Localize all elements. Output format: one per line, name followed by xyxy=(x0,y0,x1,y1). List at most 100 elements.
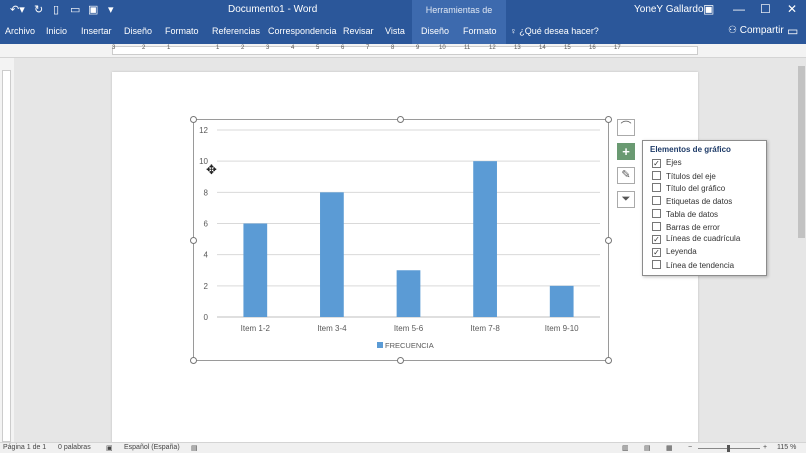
category-label: Item 9-10 xyxy=(545,324,579,333)
resize-handle[interactable] xyxy=(190,237,197,244)
checkbox-icon[interactable] xyxy=(652,259,661,269)
print-layout-icon[interactable]: ▤ xyxy=(644,445,651,452)
ruler-tick: 17 xyxy=(614,45,621,51)
chart-element-option[interactable]: Títulos del eje xyxy=(652,170,716,183)
customize-toolbar-icon[interactable]: ▾ xyxy=(108,4,114,16)
title-bar: ↶▾ ↻ ▯ ▭ ▣ ▾ Documento1 - Word Herramien… xyxy=(0,0,806,35)
resize-handle[interactable] xyxy=(190,357,197,364)
proofing-icon[interactable]: ▣ xyxy=(106,445,113,452)
layout-options-button[interactable]: ⌒ xyxy=(617,119,635,136)
chart-element-option[interactable]: ✓ Leyenda xyxy=(652,247,697,259)
chart-element-option[interactable]: Tabla de datos xyxy=(652,208,718,221)
redo-icon[interactable]: ↻ xyxy=(34,4,44,16)
tab-diseno[interactable]: Diseño xyxy=(124,26,153,36)
undo-icon[interactable]: ↶▾ xyxy=(10,4,25,16)
legend-swatch xyxy=(377,342,383,348)
scrollbar-thumb[interactable] xyxy=(798,66,805,238)
share-button[interactable]: ⚇ Compartir xyxy=(728,25,784,36)
minimize-button[interactable]: — xyxy=(733,2,745,16)
chart-styles-button[interactable]: ✎ xyxy=(617,167,635,184)
chart-element-option[interactable]: Etiquetas de datos xyxy=(652,196,732,208)
ruler-tick: 8 xyxy=(391,45,395,51)
tab-formato[interactable]: Formato xyxy=(165,26,199,36)
resize-handle[interactable] xyxy=(605,237,612,244)
bar xyxy=(549,285,574,317)
chart-element-option[interactable]: ✓ Líneas de cuadrícula xyxy=(652,234,740,246)
resize-handle[interactable] xyxy=(605,116,612,123)
context-tools-title: Herramientas de gráficos xyxy=(412,0,506,35)
chart-area[interactable]: 0 2 4 6 8 10 12 Item 1-2 Item 3-4 Item 5-6 Item 7-… xyxy=(193,119,609,361)
tab-chart-formato[interactable]: Formato xyxy=(463,26,497,36)
status-bar: Página 1 de 1 0 palabras ▣ Español (Espa… xyxy=(0,442,806,453)
tab-insertar[interactable]: Insertar xyxy=(81,26,112,36)
y-tick-label: 2 xyxy=(204,282,209,291)
resize-handle[interactable] xyxy=(605,357,612,364)
ruler-tick: 1 xyxy=(167,45,171,51)
tell-me-search[interactable]: ♀ ¿Qué desea hacer? xyxy=(510,26,599,36)
tab-referencias[interactable]: Referencias xyxy=(212,26,261,36)
category-label: Item 7-8 xyxy=(470,324,500,333)
tab-archivo[interactable]: Archivo xyxy=(5,26,36,36)
ruler-tick: 10 xyxy=(439,45,446,51)
y-tick-label: 12 xyxy=(199,126,208,135)
context-tabs-background xyxy=(412,20,506,44)
tab-revisar[interactable]: Revisar xyxy=(343,26,374,36)
maximize-button[interactable]: ☐ xyxy=(760,2,771,16)
page-count[interactable]: Página 1 de 1 xyxy=(3,444,47,451)
layout-options-icon: ⌒ xyxy=(620,121,632,133)
save-icon[interactable]: ▣ xyxy=(88,4,99,16)
zoom-in-icon[interactable]: + xyxy=(763,444,768,451)
open-folder-icon[interactable]: ▭ xyxy=(70,4,81,16)
checkbox-checked-icon[interactable]: ✓ xyxy=(652,159,661,168)
lightbulb-icon: ♀ xyxy=(510,26,520,36)
category-label: Item 5-6 xyxy=(394,324,424,333)
vertical-ruler[interactable] xyxy=(0,58,14,442)
ribbon-tabs: Archivo Inicio Insertar Diseño Formato R… xyxy=(0,20,806,44)
read-mode-icon[interactable]: ▥ xyxy=(622,445,629,452)
ruler-tick: 2 xyxy=(241,45,245,51)
checkbox-icon[interactable] xyxy=(652,221,661,231)
resize-handle[interactable] xyxy=(397,116,404,123)
horizontal-ruler[interactable]: 3 2 1 1 2 3 4 5 6 7 8 9 10 11 12 13 14 1… xyxy=(0,44,806,58)
chart-element-option[interactable]: ✓ Ejes xyxy=(652,158,682,170)
checkbox-checked-icon[interactable]: ✓ xyxy=(652,247,661,257)
close-button[interactable]: ✕ xyxy=(787,2,798,16)
new-document-icon[interactable]: ▯ xyxy=(53,4,60,16)
tab-inicio[interactable]: Inicio xyxy=(46,26,68,36)
resize-handle[interactable] xyxy=(190,116,197,123)
bar xyxy=(396,270,421,317)
checkbox-icon[interactable] xyxy=(652,208,661,218)
tab-correspondencia[interactable]: Correspondencia xyxy=(268,26,337,36)
chart-element-label: Título del gráfico xyxy=(666,184,726,194)
chart-elements-button[interactable]: + xyxy=(617,143,635,160)
chart-element-option[interactable]: Barras de error xyxy=(652,221,720,234)
ruler-tick: 7 xyxy=(366,45,370,51)
tab-chart-diseno[interactable]: Diseño xyxy=(421,26,450,36)
checkbox-checked-icon[interactable]: ✓ xyxy=(652,235,661,245)
checkbox-icon[interactable] xyxy=(652,183,661,193)
word-count[interactable]: 0 palabras xyxy=(58,444,91,451)
language[interactable]: Español (España) xyxy=(124,444,180,451)
zoom-out-icon[interactable]: − xyxy=(688,444,693,451)
y-tick-label: 0 xyxy=(204,313,209,322)
comment-icon[interactable]: ▭ xyxy=(787,24,799,38)
user-name[interactable]: YoneY Gallardo xyxy=(634,4,704,15)
bar-chart[interactable]: 0 2 4 6 8 10 12 Item 1-2 Item 3-4 Item 5-6 Item 7-… xyxy=(194,120,608,360)
resize-handle[interactable] xyxy=(397,357,404,364)
chart-element-label: Etiquetas de datos xyxy=(666,197,733,207)
chart-element-option[interactable]: Línea de tendencia xyxy=(652,259,734,272)
vertical-scrollbar[interactable] xyxy=(797,58,806,442)
ruler-tick: 2 xyxy=(142,45,146,51)
checkbox-icon[interactable] xyxy=(652,196,661,206)
chart-filters-button[interactable]: ⏷ xyxy=(617,191,635,208)
ruler-track xyxy=(2,70,11,442)
web-layout-icon[interactable]: ▦ xyxy=(666,445,673,452)
zoom-level[interactable]: 115 % xyxy=(777,444,797,451)
chart-element-option[interactable]: Título del gráfico xyxy=(652,183,725,195)
macro-icon[interactable]: ▤ xyxy=(191,445,198,452)
zoom-slider-thumb[interactable] xyxy=(727,445,730,452)
ribbon-display-options-icon[interactable]: ▣ xyxy=(703,2,715,16)
checkbox-icon[interactable] xyxy=(652,170,661,180)
window-title: Documento1 - Word xyxy=(228,4,318,15)
tab-vista[interactable]: Vista xyxy=(385,26,405,36)
